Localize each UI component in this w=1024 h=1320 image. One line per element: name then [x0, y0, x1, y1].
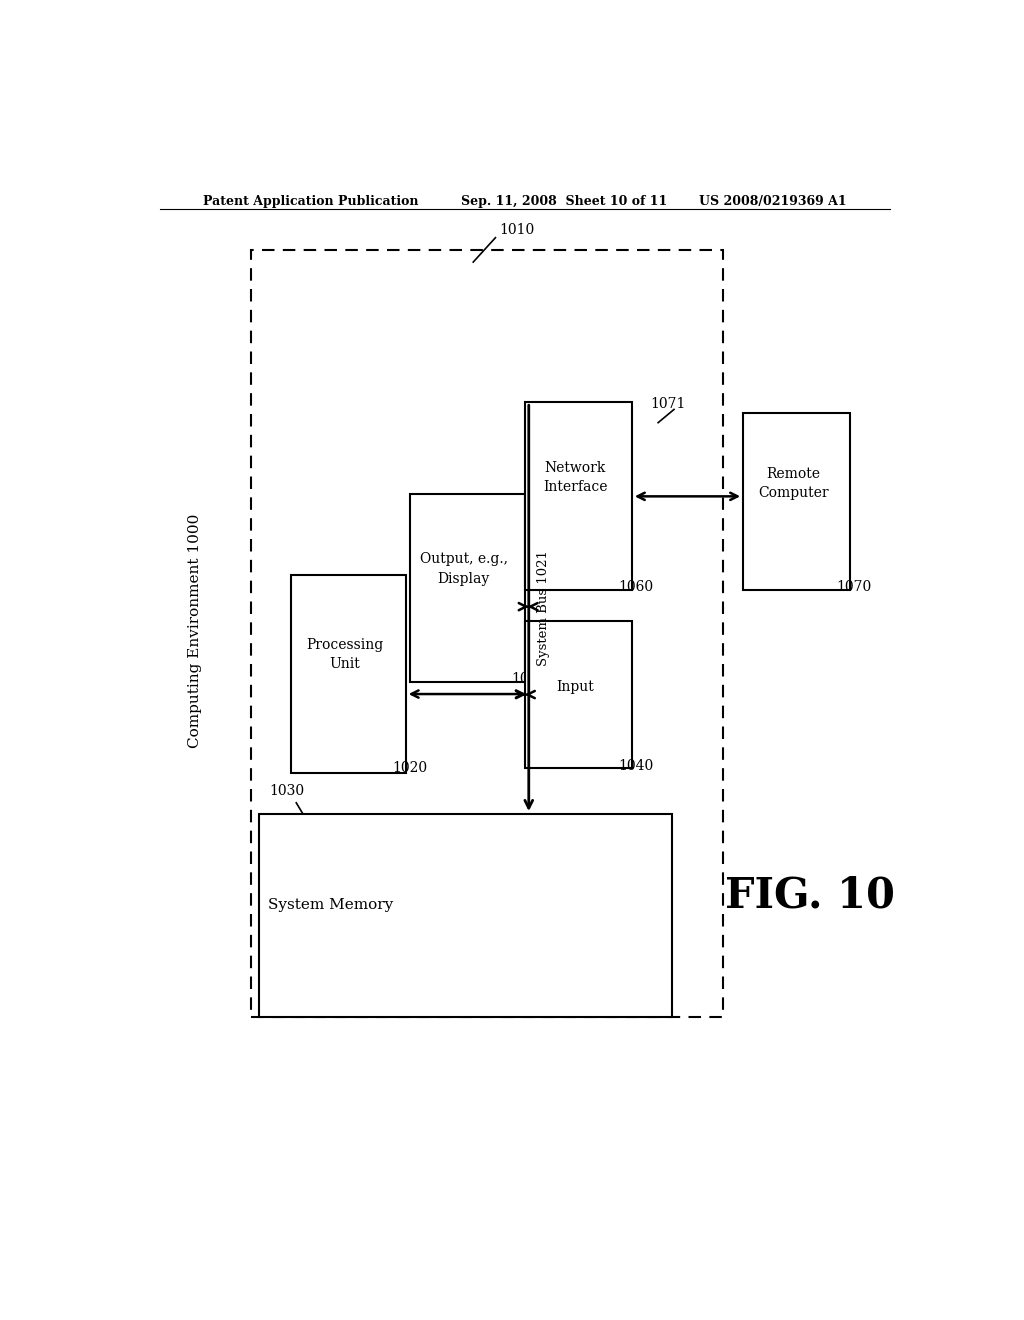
Text: System Bus 1021: System Bus 1021: [537, 550, 550, 667]
Text: Computing Environment 1000: Computing Environment 1000: [188, 513, 203, 748]
Text: Network
Interface: Network Interface: [543, 461, 607, 494]
Text: Remote
Computer: Remote Computer: [758, 467, 828, 500]
Text: US 2008/0219369 A1: US 2008/0219369 A1: [699, 194, 847, 207]
Text: 1070: 1070: [837, 581, 871, 594]
Text: 1040: 1040: [618, 759, 653, 774]
Text: 1010: 1010: [500, 223, 535, 236]
Text: Output, e.g.,
Display: Output, e.g., Display: [420, 552, 508, 586]
Text: 1060: 1060: [618, 581, 653, 594]
Bar: [410, 494, 525, 682]
Text: 1020: 1020: [392, 762, 427, 775]
Text: System Memory: System Memory: [267, 899, 393, 912]
Text: 1050: 1050: [511, 672, 547, 686]
Text: Input: Input: [556, 680, 594, 694]
Text: 1030: 1030: [269, 784, 304, 797]
Bar: [291, 576, 406, 774]
Text: Sep. 11, 2008  Sheet 10 of 11: Sep. 11, 2008 Sheet 10 of 11: [461, 194, 668, 207]
Text: Patent Application Publication: Patent Application Publication: [204, 194, 419, 207]
Bar: [259, 814, 672, 1018]
Bar: [524, 620, 632, 768]
Bar: [743, 413, 850, 590]
Text: FIG. 10: FIG. 10: [725, 874, 896, 916]
Text: 1071: 1071: [650, 397, 685, 412]
Bar: [251, 249, 723, 1018]
Bar: [524, 403, 632, 590]
Text: Processing
Unit: Processing Unit: [306, 638, 383, 671]
